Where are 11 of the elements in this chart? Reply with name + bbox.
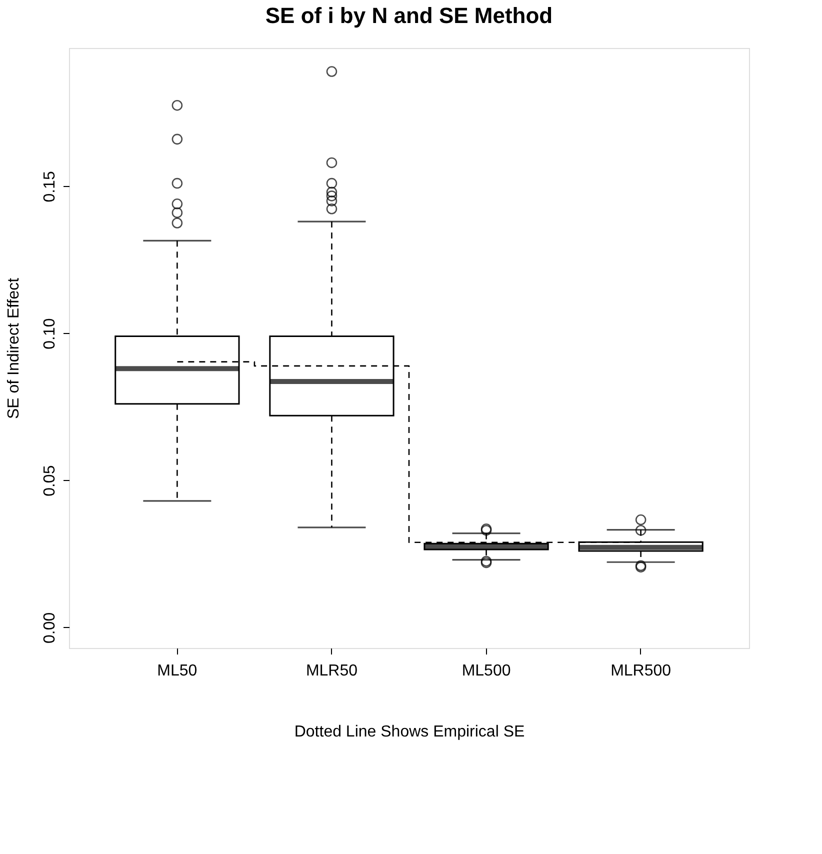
x-axis-title: Dotted Line Shows Empirical SE bbox=[294, 724, 525, 740]
y-tick-label: 0.15 bbox=[42, 171, 58, 202]
x-tick-label: ML500 bbox=[462, 662, 511, 680]
chart-title: SE of i by N and SE Method bbox=[265, 3, 553, 28]
y-tick-label: 0.00 bbox=[42, 612, 58, 644]
x-tick-label: MLR500 bbox=[610, 662, 672, 680]
y-tick-label: 0.05 bbox=[42, 465, 58, 496]
y-tick-label: 0.10 bbox=[42, 318, 58, 350]
x-tick-label: ML50 bbox=[157, 662, 198, 680]
y-axis-title: SE of Indirect Effect bbox=[6, 277, 22, 420]
x-tick-label: MLR50 bbox=[306, 662, 358, 680]
